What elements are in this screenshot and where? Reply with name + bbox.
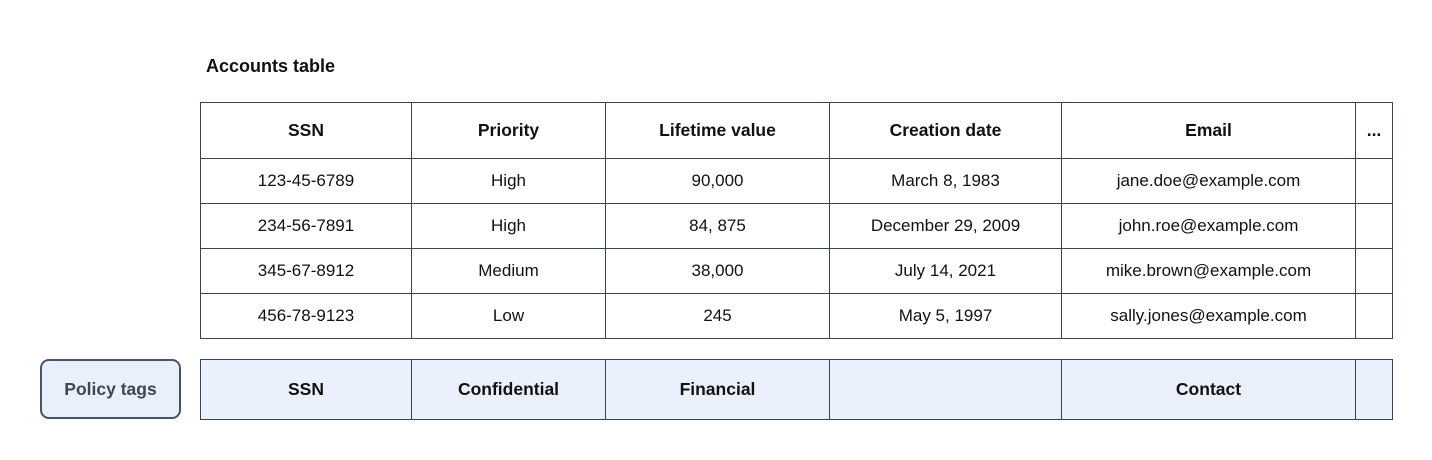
cell-priority: High bbox=[411, 158, 606, 204]
policy-tags-button[interactable]: Policy tags bbox=[40, 359, 181, 419]
cell-lifetime-value: 90,000 bbox=[605, 158, 830, 204]
header-cell-email: Email bbox=[1061, 102, 1356, 159]
cell-more bbox=[1355, 158, 1393, 204]
header-cell-lifetime-value: Lifetime value bbox=[605, 102, 830, 159]
cell-creation-date: May 5, 1997 bbox=[829, 293, 1062, 339]
policy-tag-ssn: SSN bbox=[200, 359, 412, 420]
cell-email: john.roe@example.com bbox=[1061, 203, 1356, 249]
cell-ssn: 456-78-9123 bbox=[200, 293, 412, 339]
policy-tag-contact: Contact bbox=[1061, 359, 1356, 420]
header-cell-more-columns: ... bbox=[1355, 102, 1393, 159]
policy-tag-empty-more bbox=[1355, 359, 1393, 420]
cell-email: jane.doe@example.com bbox=[1061, 158, 1356, 204]
cell-more bbox=[1355, 248, 1393, 294]
cell-lifetime-value: 38,000 bbox=[605, 248, 830, 294]
header-cell-ssn: SSN bbox=[200, 102, 412, 159]
cell-more bbox=[1355, 293, 1393, 339]
table-row: 456-78-9123 Low 245 May 5, 1997 sally.jo… bbox=[200, 293, 1393, 339]
cell-lifetime-value: 245 bbox=[605, 293, 830, 339]
cell-ssn: 123-45-6789 bbox=[200, 158, 412, 204]
policy-tag-confidential: Confidential bbox=[411, 359, 606, 420]
cell-more bbox=[1355, 203, 1393, 249]
page-title: Accounts table bbox=[206, 56, 336, 76]
accounts-table: SSN Priority Lifetime value Creation dat… bbox=[200, 102, 1393, 339]
cell-lifetime-value: 84, 875 bbox=[605, 203, 830, 249]
accounts-header-row: SSN Priority Lifetime value Creation dat… bbox=[200, 102, 1393, 159]
cell-email: sally.jones@example.com bbox=[1061, 293, 1356, 339]
table-row: 123-45-6789 High 90,000 March 8, 1983 ja… bbox=[200, 158, 1393, 204]
cell-priority: Low bbox=[411, 293, 606, 339]
cell-priority: Medium bbox=[411, 248, 606, 294]
cell-creation-date: July 14, 2021 bbox=[829, 248, 1062, 294]
cell-email: mike.brown@example.com bbox=[1061, 248, 1356, 294]
policy-tags-button-label: Policy tags bbox=[64, 378, 157, 399]
policy-tag-empty bbox=[829, 359, 1062, 420]
cell-creation-date: March 8, 1983 bbox=[829, 158, 1062, 204]
header-cell-priority: Priority bbox=[411, 102, 606, 159]
policy-tags-row: SSN Confidential Financial Contact bbox=[200, 359, 1393, 420]
cell-ssn: 234-56-7891 bbox=[200, 203, 412, 249]
cell-priority: High bbox=[411, 203, 606, 249]
cell-creation-date: December 29, 2009 bbox=[829, 203, 1062, 249]
table-row: 345-67-8912 Medium 38,000 July 14, 2021 … bbox=[200, 248, 1393, 294]
cell-ssn: 345-67-8912 bbox=[200, 248, 412, 294]
policy-tags-cells: SSN Confidential Financial Contact bbox=[200, 359, 1393, 420]
table-row: 234-56-7891 High 84, 875 December 29, 20… bbox=[200, 203, 1393, 249]
policy-tag-financial: Financial bbox=[605, 359, 830, 420]
header-cell-creation-date: Creation date bbox=[829, 102, 1062, 159]
